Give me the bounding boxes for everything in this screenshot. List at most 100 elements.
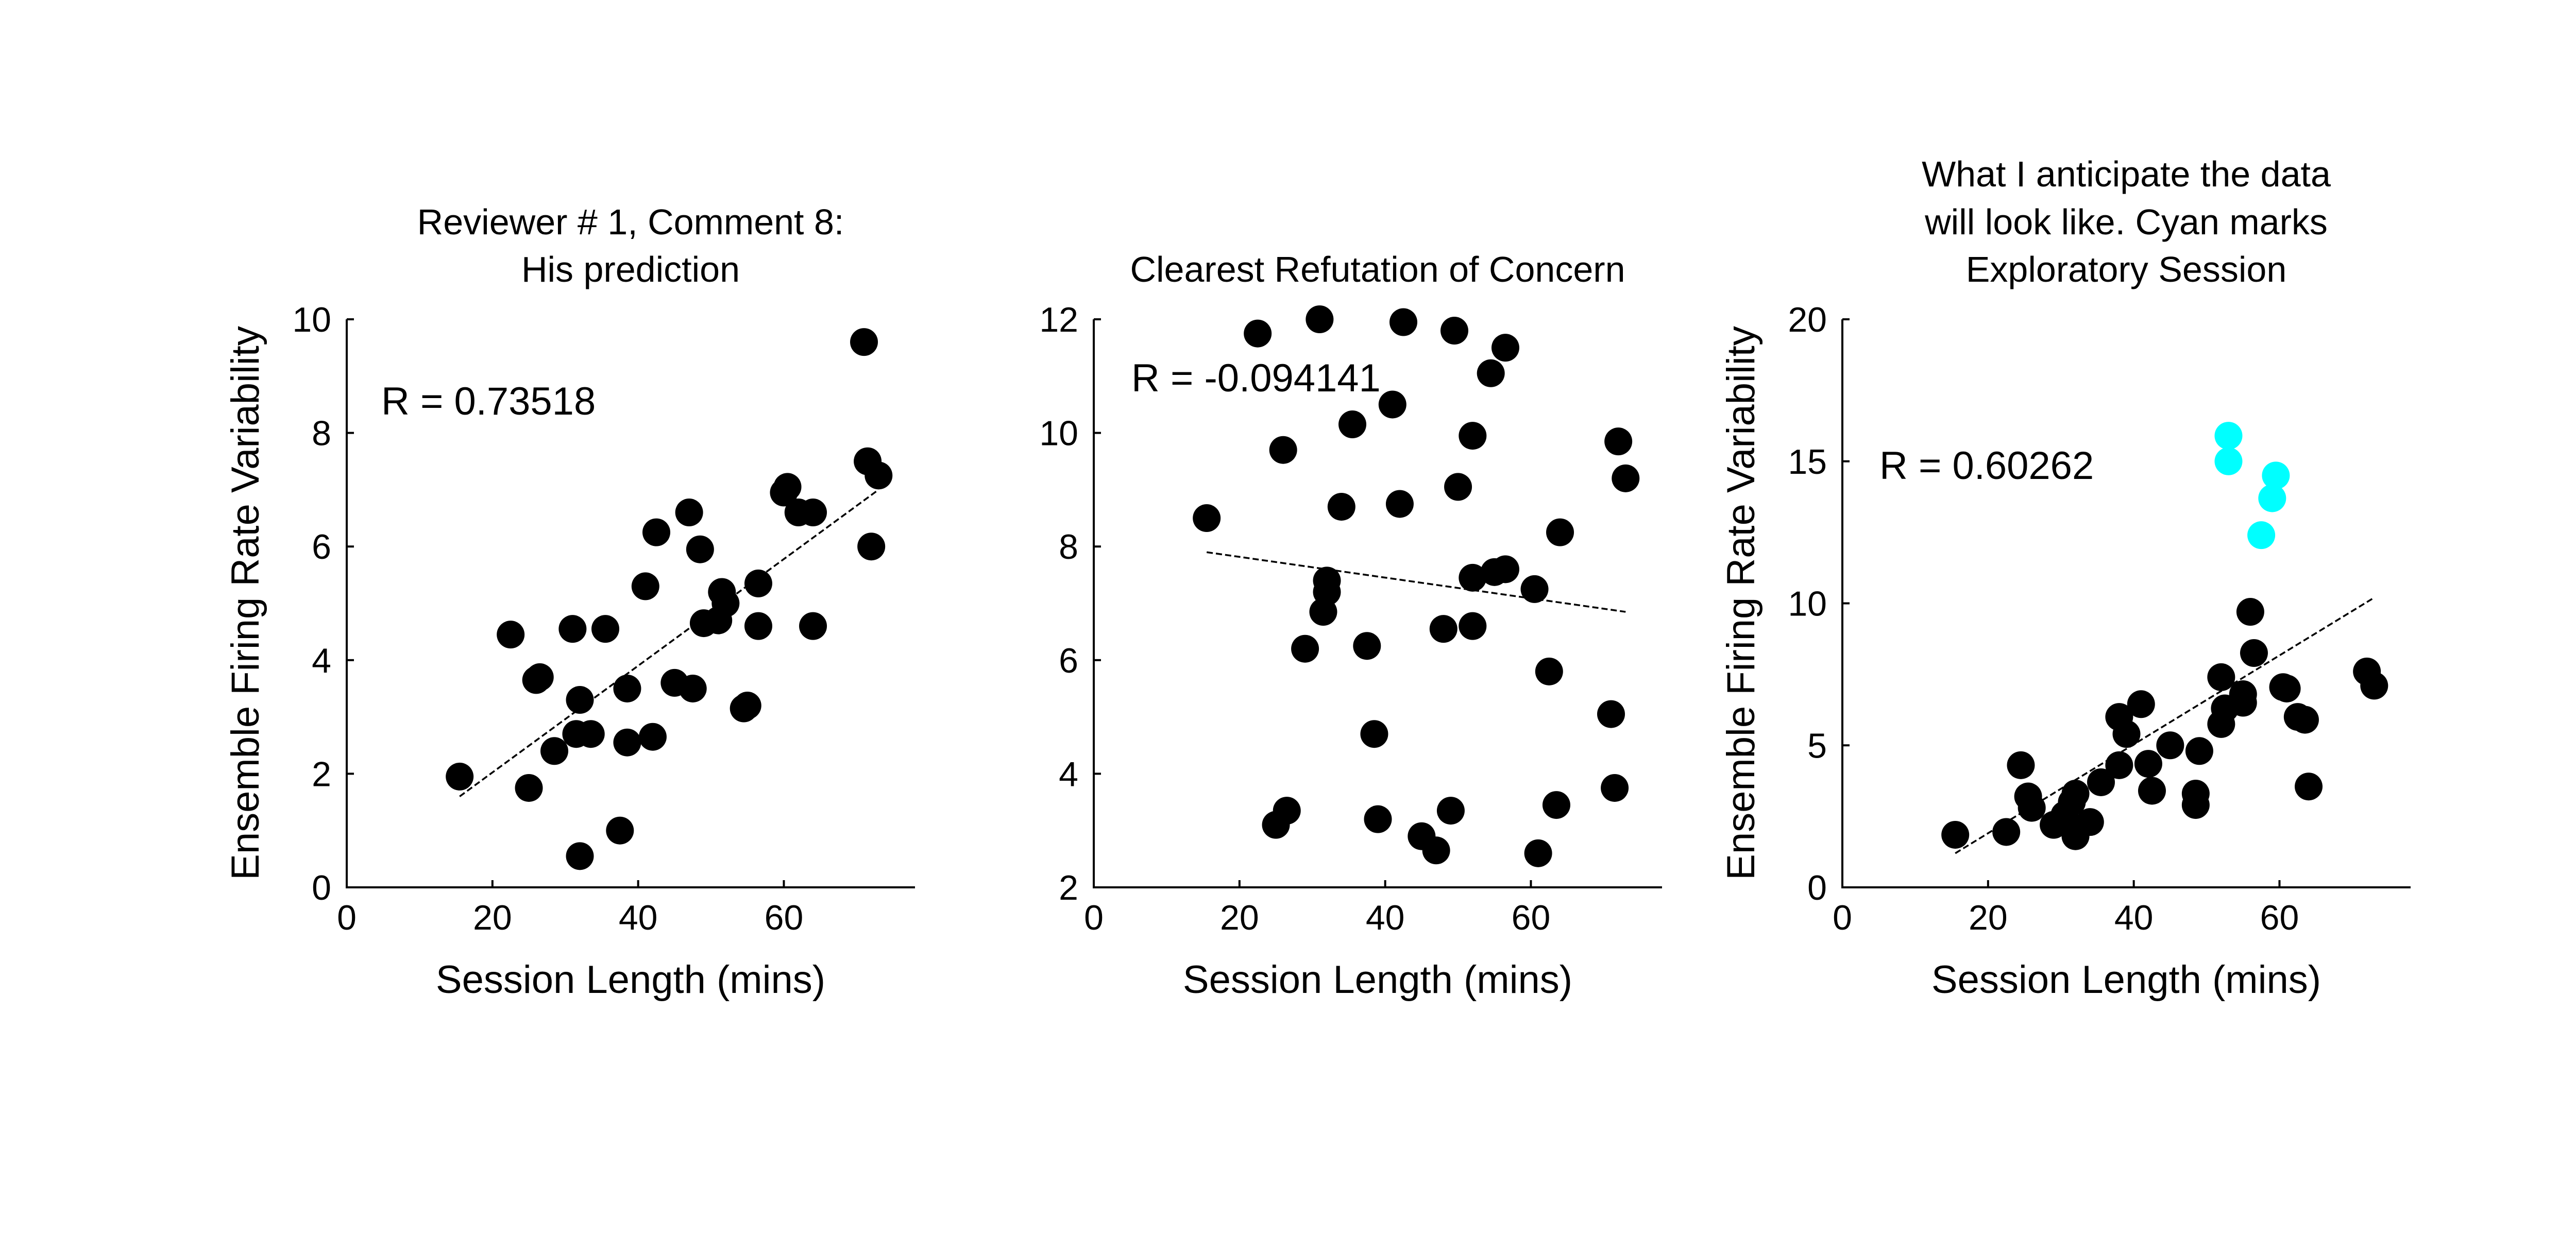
panel-3-x-axis-label: Session Length (mins) [1931, 958, 2321, 1002]
x-tick-label: 0 [1084, 898, 1104, 937]
data-point [773, 473, 802, 501]
panel-1-y-axis-label: Ensemble Firing Rate Variability [224, 326, 267, 880]
panel-3-ticks: 0 20 40 60 0 5 10 15 20 [1788, 300, 2299, 937]
y-tick-label: 2 [312, 754, 331, 794]
data-point [2138, 777, 2166, 805]
data-point [1491, 555, 1519, 583]
data-point [606, 816, 634, 845]
exploratory-data-point [2214, 447, 2243, 475]
data-point [1244, 319, 1272, 348]
y-tick-label: 8 [1059, 527, 1078, 566]
data-point [638, 723, 667, 751]
panel-3-title-line-3: Exploratory Session [1966, 249, 2287, 289]
data-point [1444, 473, 1472, 501]
data-point [1327, 492, 1355, 521]
data-point [1422, 836, 1450, 865]
data-point [1389, 308, 1417, 336]
data-point [2207, 663, 2235, 691]
data-point [2134, 750, 2162, 778]
y-tick-label: 6 [1059, 641, 1078, 680]
data-point [2291, 706, 2319, 734]
x-tick-label: 60 [2260, 898, 2299, 937]
data-point [1535, 657, 1563, 685]
data-point [1601, 774, 1629, 802]
data-point [1440, 317, 1468, 345]
data-point [2112, 720, 2141, 748]
y-tick-label: 8 [312, 414, 331, 453]
data-point [686, 535, 714, 563]
panel-2-points [1193, 305, 1640, 867]
data-point [566, 842, 594, 870]
data-point [613, 728, 641, 757]
data-point [857, 533, 886, 561]
data-point [2185, 737, 2213, 765]
panel-3-axes [1841, 319, 2411, 888]
data-point [515, 774, 543, 802]
data-point [2236, 598, 2264, 626]
panel-3-anticipated: What I anticipate the data will look lik… [1719, 154, 2411, 1002]
x-tick-label: 60 [1512, 898, 1551, 937]
data-point [2061, 780, 2090, 808]
data-point [566, 686, 594, 714]
panel-1-fit-line [459, 489, 879, 797]
x-tick-label: 0 [337, 898, 357, 937]
x-tick-label: 0 [1833, 898, 1852, 937]
data-point [2360, 672, 2388, 700]
data-point [1520, 575, 1549, 603]
data-point [675, 499, 703, 527]
x-tick-label: 40 [2114, 898, 2154, 937]
data-point [1524, 839, 1552, 867]
panel-1-axes [346, 319, 915, 888]
data-point [1612, 464, 1640, 492]
data-point [2240, 639, 2268, 667]
data-point [558, 615, 587, 643]
panel-3-r-value: R = 0.60262 [1879, 444, 2094, 488]
panel-3-title-line-1: What I anticipate the data [1922, 154, 2331, 194]
data-point [2229, 680, 2257, 708]
data-point [799, 499, 827, 527]
data-point [446, 762, 474, 791]
data-point [865, 461, 893, 490]
x-tick-label: 40 [1366, 898, 1405, 937]
data-point [2087, 768, 2115, 796]
y-tick-label: 10 [292, 300, 331, 339]
data-point [1353, 632, 1381, 660]
data-point [631, 572, 659, 600]
x-tick-label: 20 [473, 898, 512, 937]
data-point [733, 692, 761, 720]
data-point [2018, 794, 2046, 822]
data-point [1542, 791, 1570, 819]
data-point [591, 615, 620, 643]
data-point [2007, 751, 2035, 779]
data-point [497, 621, 525, 649]
panel-1-his-prediction: Reviewer # 1, Comment 8: His prediction … [224, 202, 915, 1002]
y-tick-label: 12 [1039, 300, 1078, 339]
y-tick-label: 5 [1807, 726, 1827, 765]
panel-2-r-value: R = -0.094141 [1131, 356, 1381, 400]
data-point [850, 328, 878, 356]
data-point [1338, 410, 1367, 439]
panel-3-title-line-2: will look like. Cyan marks [1924, 202, 2328, 242]
panel-3-fit-line [1955, 596, 2375, 854]
data-point [1269, 436, 1297, 464]
y-tick-label: 15 [1788, 442, 1827, 482]
data-point [1429, 615, 1458, 643]
data-point [1291, 634, 1319, 663]
panel-1-title-line-2: His prediction [521, 249, 740, 289]
data-point [1546, 518, 1574, 546]
data-point [1459, 563, 1487, 592]
x-tick-label: 20 [1969, 898, 2008, 937]
panel-2-ticks: 0 20 40 60 2 4 6 8 10 12 [1039, 300, 1550, 937]
panel-2-refutation: Clearest Refutation of Concern R = -0.09… [1039, 249, 1662, 1002]
data-point [577, 720, 605, 748]
panel-3-points [1941, 422, 2388, 850]
y-tick-label: 10 [1039, 414, 1078, 453]
panel-2-fit-line [1206, 551, 1626, 613]
data-point [1273, 797, 1301, 825]
data-point [1992, 818, 2021, 846]
y-tick-label: 0 [1807, 868, 1827, 907]
data-point [1597, 700, 1625, 728]
data-point [1378, 390, 1406, 419]
data-point [642, 518, 670, 546]
